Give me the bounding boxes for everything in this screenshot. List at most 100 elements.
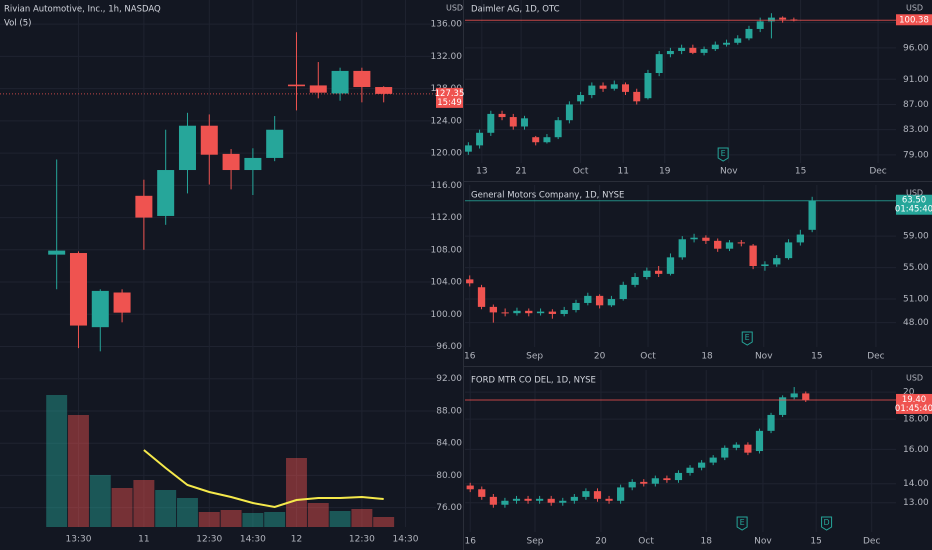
plot-area (0, 0, 436, 527)
candle-body (157, 170, 175, 216)
candle-body (633, 91, 641, 102)
y-tick-label: 100.00 (431, 310, 463, 320)
x-tick-label: 13 (476, 167, 487, 177)
volume-bar (373, 517, 395, 527)
x-tick-label: Dec (863, 537, 880, 547)
y-tick-label: 132.00 (431, 52, 463, 62)
y-tick-label: 108.00 (431, 245, 463, 255)
x-tick-label: 13:30 (66, 535, 92, 545)
x-tick-label: Sep (527, 537, 544, 547)
x-tick-label: 19 (659, 167, 671, 177)
x-tick-label: 12:30 (196, 535, 222, 545)
chart-title: FORD MTR CO DEL, 1D, NYSE (471, 376, 596, 386)
candle-body (674, 472, 683, 481)
candle-body (572, 302, 580, 311)
x-tick-label: 20 (595, 537, 607, 547)
last-price-box (896, 194, 932, 215)
candle-body (554, 120, 562, 138)
candle-body (607, 299, 616, 306)
x-tick-label: 12 (291, 535, 302, 545)
x-tick-label: Oct (640, 352, 656, 362)
candle-body (767, 414, 775, 431)
candle-body (476, 132, 484, 146)
candle-body (331, 70, 349, 94)
candle-body (466, 485, 474, 490)
candle-body (487, 113, 495, 133)
y-tick-label: 96.00 (903, 43, 929, 53)
candle-body (584, 295, 592, 303)
candle-body (69, 253, 87, 326)
candle-body (689, 47, 697, 53)
candle-body (465, 145, 472, 152)
candle-body (631, 277, 639, 285)
x-tick-label: 11 (138, 535, 149, 545)
y-tick-label: 84.00 (436, 439, 462, 449)
x-tick-label: Oct (573, 167, 589, 177)
candle-body (655, 54, 663, 74)
candle-body (709, 457, 717, 463)
y-tick-label: 87.00 (903, 100, 929, 110)
y-tick-label: 13.00 (903, 498, 929, 508)
candle-body (732, 444, 740, 448)
x-tick-label: 15 (795, 167, 806, 177)
volume-bar (351, 509, 373, 527)
event-label: E (745, 333, 750, 342)
y-tick-label: 96.00 (436, 342, 462, 352)
candle-body (666, 50, 674, 55)
event-label: D (823, 518, 829, 527)
candle-body (532, 137, 540, 143)
candle-body (723, 42, 730, 45)
candle-body (744, 444, 752, 453)
candle-body (478, 489, 486, 497)
x-tick-label: 20 (594, 352, 606, 362)
currency-label: USD (906, 189, 923, 198)
candle-body (91, 290, 109, 328)
candle-body (498, 113, 506, 118)
candle-body (779, 397, 787, 415)
x-tick-label: 16 (464, 352, 476, 362)
y-tick-label: 120.00 (431, 149, 463, 159)
y-tick-label: 76.00 (436, 503, 462, 513)
candle-body (745, 28, 753, 39)
candle-body (548, 311, 557, 314)
candle-body (287, 84, 305, 87)
candle-body (644, 73, 652, 99)
volume-bar (329, 511, 351, 527)
candle-body (698, 462, 706, 468)
candle-body (749, 245, 757, 266)
candle-body (547, 498, 555, 503)
candle-body (559, 500, 567, 503)
candle-body (266, 129, 284, 158)
last-price-label: 127.35 (435, 89, 465, 99)
candle-body (654, 270, 663, 274)
x-tick-label: 15 (811, 352, 822, 362)
currency-label: USD (906, 374, 923, 383)
candle-body (509, 117, 517, 127)
candle-body (651, 478, 659, 484)
candle-body (595, 295, 604, 306)
volume-bar (89, 475, 111, 527)
candle-body (521, 118, 528, 127)
volume-bar (242, 513, 264, 527)
candle-body (808, 200, 816, 230)
candle-body (577, 95, 585, 102)
event-label: E (721, 149, 726, 158)
candle-body (200, 125, 218, 155)
candle-body (588, 85, 596, 96)
candle-body (560, 310, 568, 314)
candle-body (700, 49, 708, 53)
x-tick-label: 12:30 (349, 535, 375, 545)
candle-body (48, 250, 66, 255)
x-tick-label: 21 (515, 167, 526, 177)
x-tick-label: Nov (720, 167, 738, 177)
volume-ma-line (143, 449, 384, 509)
volume-bar (155, 490, 177, 527)
x-tick-label: 15 (810, 537, 821, 547)
candle-body (617, 487, 625, 501)
y-tick-label: 92.00 (436, 374, 462, 384)
candle-body (663, 478, 671, 481)
currency-label: USD (446, 4, 463, 13)
x-tick-label: 18 (701, 537, 713, 547)
plot-area (465, 370, 896, 532)
